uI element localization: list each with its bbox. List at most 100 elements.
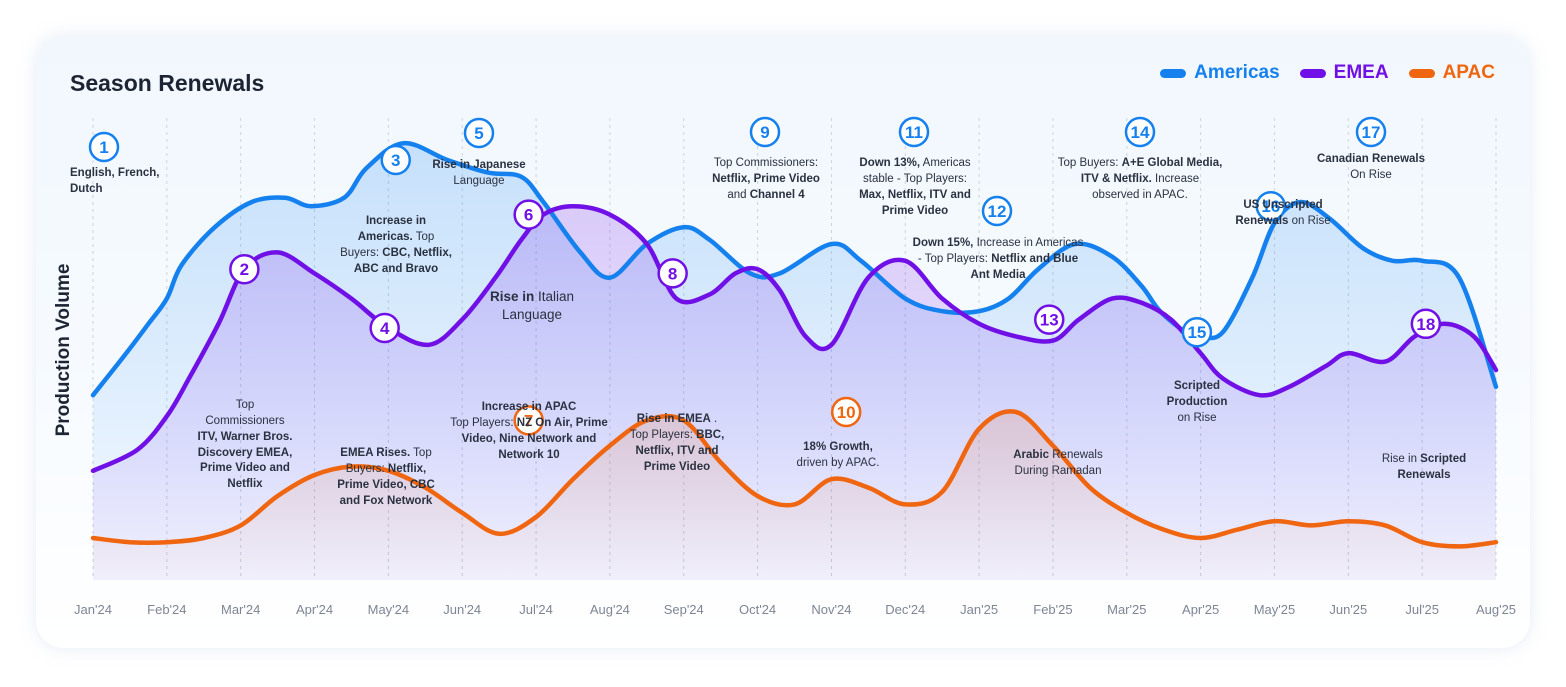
marker-6[interactable]: 6 bbox=[513, 199, 544, 230]
marker-circle bbox=[657, 258, 688, 289]
annotation-12: Down 15%, Increase in Americas - Top Play… bbox=[913, 236, 1084, 284]
annotation-text: driven by APAC. bbox=[796, 456, 880, 469]
annotation-text: During Ramadan bbox=[1014, 464, 1102, 477]
annotation-text: Down 15%, bbox=[912, 237, 974, 249]
x-tick-label: Sep'24 bbox=[664, 602, 704, 617]
annotation-text: Netflix, bbox=[387, 462, 427, 475]
annotation-6: Rise in Italian Language bbox=[490, 288, 574, 324]
marker-circle bbox=[1355, 116, 1387, 148]
marker-label: 3 bbox=[391, 151, 400, 170]
annotation-text: English, French, bbox=[70, 167, 160, 179]
annotation-text: Canadian Renewals bbox=[1316, 153, 1426, 165]
line-americas bbox=[90, 140, 1499, 398]
annotation-text: Increase bbox=[1151, 172, 1200, 185]
x-tick-label: May'24 bbox=[368, 602, 410, 617]
legend-label-apac: APAC bbox=[1442, 62, 1495, 83]
annotation-text: Top bbox=[410, 447, 432, 459]
annotation-text: Top bbox=[235, 399, 255, 411]
annotation-text: Rise in bbox=[489, 289, 535, 304]
marker-13[interactable]: 13 bbox=[1034, 304, 1065, 335]
x-tick-label: Mar'25 bbox=[1107, 602, 1146, 617]
chart-title: Season Renewals bbox=[70, 70, 265, 96]
marker-circle bbox=[1410, 308, 1442, 340]
annotation-text: Language bbox=[453, 174, 505, 187]
marker-10[interactable]: 10 bbox=[830, 396, 862, 428]
annotation-7: Increase in APAC Top Players: NZ On Air, … bbox=[450, 400, 607, 463]
annotation-text: Top Players: bbox=[450, 416, 517, 429]
marker-17[interactable]: 17 bbox=[1355, 116, 1387, 148]
annotation-text: Scripted bbox=[1173, 380, 1221, 392]
marker-circle bbox=[1255, 190, 1287, 222]
marker-7[interactable]: 7 bbox=[513, 405, 544, 436]
legend-swatch-emea bbox=[1299, 68, 1326, 78]
marker-label: 13 bbox=[1040, 311, 1059, 330]
annotation-9: Top Commissioners: Netflix, Prime Video an… bbox=[712, 156, 820, 204]
marker-4[interactable]: 4 bbox=[369, 312, 400, 344]
marker-circle bbox=[1181, 316, 1213, 348]
marker-1[interactable]: 1 bbox=[88, 131, 120, 163]
annotation-text: on Rise bbox=[1288, 214, 1331, 227]
area-emea bbox=[93, 206, 1496, 580]
annotation-2: Top Commissioners ITV, Warner Bros. Discove… bbox=[197, 398, 292, 493]
legend-item-emea[interactable]: EMEA bbox=[1299, 62, 1389, 84]
annotation-text: Arabic bbox=[1013, 449, 1050, 461]
marker-label: 7 bbox=[524, 411, 533, 430]
marker-15[interactable]: 15 bbox=[1181, 316, 1213, 348]
annotation-text: Rise in EMEA bbox=[636, 413, 711, 425]
annotation-text: Top Commissioners: bbox=[713, 157, 819, 169]
marker-3[interactable]: 3 bbox=[380, 144, 412, 176]
x-tick-label: Nov'24 bbox=[811, 602, 851, 617]
annotation-text: Prime Video and bbox=[200, 462, 290, 475]
marker-label: 5 bbox=[474, 124, 483, 143]
annotation-text: ITV, Warner Bros. bbox=[197, 430, 293, 443]
annotation-text: Americas bbox=[920, 157, 971, 169]
legend: Americas EMEA APAC bbox=[1160, 62, 1495, 84]
annotation-text: Buyers: bbox=[340, 246, 383, 259]
x-tick-label: Feb'25 bbox=[1033, 602, 1072, 617]
annotation-text: on Rise bbox=[1177, 411, 1217, 424]
x-tick-label: Jun'25 bbox=[1329, 602, 1367, 617]
marker-label: 2 bbox=[240, 260, 249, 279]
annotation-13: Arabic Renewals During Ramadan bbox=[1013, 448, 1103, 480]
marker-label: 4 bbox=[380, 319, 390, 338]
marker-18[interactable]: 18 bbox=[1410, 308, 1442, 340]
annotation-11: Down 13%, Americas stable - Top Players: M… bbox=[859, 156, 971, 219]
annotation-text: ABC and Bravo bbox=[353, 262, 439, 275]
marker-14[interactable]: 14 bbox=[1124, 116, 1156, 148]
annotation-text: Top Buyers: bbox=[1057, 157, 1122, 169]
annotation-text: Ant Media bbox=[970, 268, 1026, 281]
marker-11[interactable]: 11 bbox=[898, 116, 930, 148]
annotation-text: - Top Players: bbox=[917, 252, 992, 265]
marker-label: 17 bbox=[1362, 123, 1381, 142]
marker-label: 1 bbox=[99, 138, 108, 157]
area-apac bbox=[93, 411, 1496, 580]
x-tick-label: Jul'25 bbox=[1405, 602, 1439, 617]
annotation-5: Rise in Japanese Language bbox=[432, 158, 525, 190]
marker-2[interactable]: 2 bbox=[229, 253, 260, 285]
annotation-8: Rise in EMEA . Top Players: BBC, Netflix, … bbox=[630, 412, 725, 475]
annotation-text: Italian bbox=[534, 289, 575, 304]
legend-item-americas[interactable]: Americas bbox=[1160, 62, 1280, 84]
marker-16[interactable]: 16 bbox=[1255, 190, 1287, 222]
legend-label-emea: EMEA bbox=[1333, 62, 1389, 83]
annotation-text: NZ On Air, Prime bbox=[516, 416, 608, 429]
x-tick-label: Jan'24 bbox=[74, 602, 112, 617]
x-tick-label: Jul'24 bbox=[519, 602, 553, 617]
marker-circle bbox=[898, 116, 930, 148]
marker-9[interactable]: 9 bbox=[749, 116, 781, 148]
annotation-text: Commissioners bbox=[205, 414, 285, 427]
annotation-text: Increase in bbox=[365, 215, 427, 227]
marker-12[interactable]: 12 bbox=[981, 195, 1013, 227]
marker-label: 8 bbox=[668, 264, 677, 283]
annotation-14: Top Buyers: A+E Global Media, ITV & Netfl… bbox=[1058, 156, 1223, 204]
marker-5[interactable]: 5 bbox=[463, 117, 495, 149]
marker-label: 16 bbox=[1261, 197, 1280, 216]
series-areas bbox=[93, 143, 1496, 580]
legend-item-apac[interactable]: APAC bbox=[1408, 62, 1495, 84]
marker-circle bbox=[513, 405, 544, 436]
x-tick-label: May'25 bbox=[1254, 602, 1296, 617]
annotation-text: Top bbox=[412, 230, 435, 243]
marker-8[interactable]: 8 bbox=[657, 258, 688, 289]
